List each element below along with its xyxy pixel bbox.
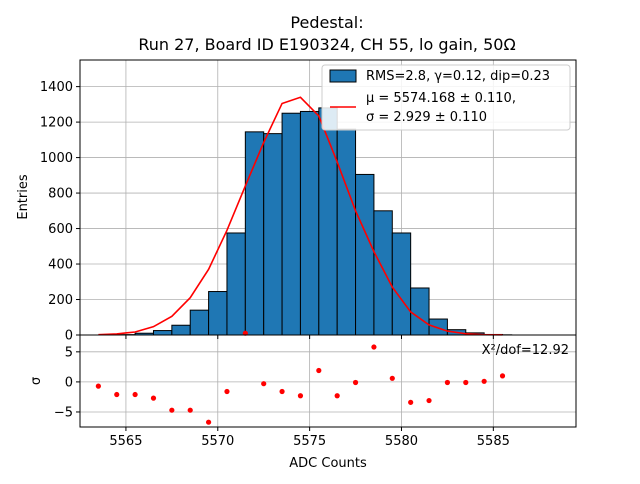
histogram-bar (337, 129, 355, 335)
residual-point (133, 392, 138, 397)
residual-point (463, 380, 468, 385)
residual-point (371, 344, 376, 349)
residual-point (426, 398, 431, 403)
bottom-y-tick-label: −5 (54, 405, 73, 420)
top-y-tick-label: 1200 (40, 116, 73, 131)
residual-point (316, 368, 321, 373)
histogram-bar (429, 319, 447, 335)
chart-title-line1: Pedestal: (290, 13, 363, 32)
histogram-bar (282, 113, 300, 335)
histogram-bar (227, 233, 245, 335)
legend: RMS=2.8, γ=0.12, dip=0.23 μ = 5574.168 ±… (322, 65, 570, 130)
top-y-tick-label: 1400 (40, 80, 73, 95)
residual-point (224, 389, 229, 394)
residual-point (188, 408, 193, 413)
bottom-y-tick-label: 0 (65, 375, 73, 390)
residual-point (500, 373, 505, 378)
residual-point (261, 381, 266, 386)
histogram-bar (190, 310, 208, 335)
legend-fit-label-line1: μ = 5574.168 ± 0.110, (366, 91, 516, 106)
residual-point (151, 396, 156, 401)
top-y-tick-label: 400 (48, 258, 73, 273)
histogram-bar (411, 288, 429, 335)
residual-point (298, 393, 303, 398)
histogram-bar (356, 174, 374, 335)
residual-point (445, 380, 450, 385)
residual-point (353, 380, 358, 385)
histogram-bar (374, 211, 392, 335)
residual-point (408, 400, 413, 405)
x-axis-label: ADC Counts (289, 456, 367, 471)
residual-point (335, 393, 340, 398)
top-y-tick-label: 800 (48, 187, 73, 202)
bottom-y-tick-label: 5 (65, 345, 73, 360)
residual-point (279, 389, 284, 394)
histogram-bar (319, 108, 337, 335)
histogram-bar (300, 111, 318, 335)
top-y-tick-label: 1000 (40, 151, 73, 166)
legend-hist-label: RMS=2.8, γ=0.12, dip=0.23 (366, 69, 550, 84)
top-y-tick-label: 0 (65, 329, 73, 344)
x-tick-label: 5580 (385, 434, 418, 449)
histogram-bar (209, 292, 227, 335)
x-tick-label: 5570 (201, 434, 234, 449)
residual-point (96, 384, 101, 389)
histogram-bar (264, 134, 282, 335)
residual-point (482, 379, 487, 384)
residual-point (114, 392, 119, 397)
x-tick-label: 5585 (477, 434, 510, 449)
histogram-bar (172, 325, 190, 335)
residual-point (206, 420, 211, 425)
legend-fit-label-line2: σ = 2.929 ± 0.110 (366, 110, 487, 125)
y-axis-label-top: Entries (16, 174, 31, 220)
top-y-tick-label: 200 (48, 293, 73, 308)
y-axis-label-bottom: σ (29, 377, 44, 385)
residual-point (169, 408, 174, 413)
histogram-bar (392, 233, 410, 335)
legend-hist-swatch (330, 70, 356, 82)
chi2-label: X²/dof=12.92 (482, 343, 569, 358)
x-tick-label: 5575 (293, 434, 326, 449)
histogram-bar (153, 331, 171, 335)
x-tick-label: 5565 (109, 434, 142, 449)
residual-point (390, 376, 395, 381)
top-y-tick-label: 600 (48, 222, 73, 237)
chart-title-line2: Run 27, Board ID E190324, CH 55, lo gain… (138, 35, 515, 54)
